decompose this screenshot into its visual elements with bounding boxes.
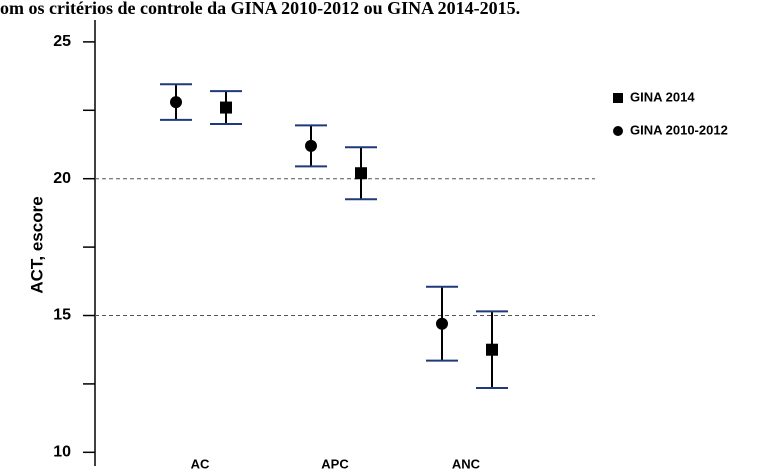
y-axis-label: ACT, escore (27, 196, 46, 293)
point (305, 139, 317, 152)
legend-label: GINA 2014 (630, 89, 695, 104)
x-tick-label: ANC (452, 456, 481, 471)
y-tick-label: 25 (53, 33, 71, 50)
x-tick-label: APC (321, 456, 349, 471)
legend-label: GINA 2010-2012 (630, 122, 728, 137)
y-tick-label: 20 (53, 170, 71, 187)
y-tick-label: 10 (53, 444, 71, 461)
legend-marker (613, 126, 623, 136)
point (486, 343, 498, 356)
point (436, 317, 448, 330)
chart-title: om os critérios de controle da GINA 2010… (0, 0, 520, 18)
legend-marker (613, 93, 623, 103)
point (170, 96, 182, 109)
point (220, 101, 232, 114)
x-tick-label: AC (191, 456, 210, 471)
point (355, 167, 367, 180)
y-tick-label: 15 (53, 307, 71, 324)
